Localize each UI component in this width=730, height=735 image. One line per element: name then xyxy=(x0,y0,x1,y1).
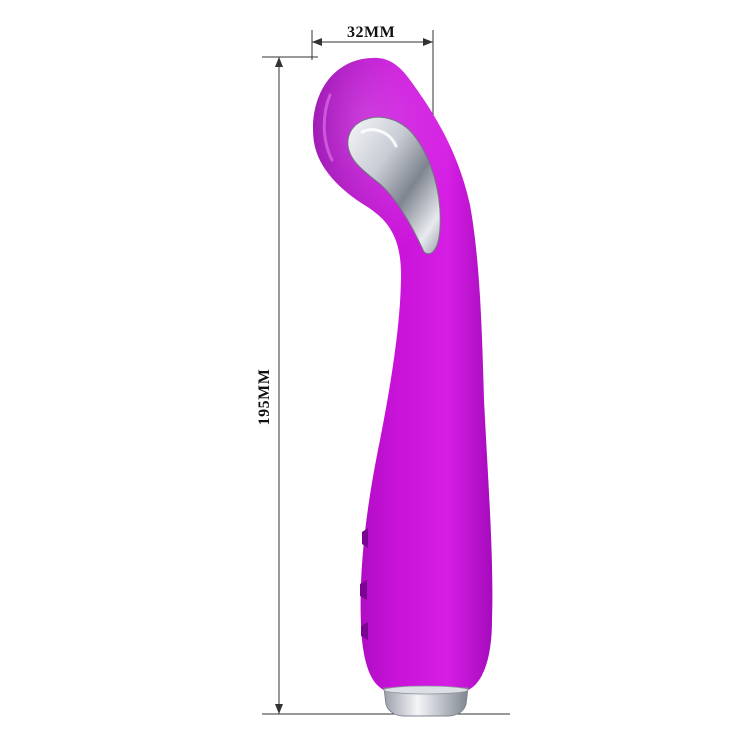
width-arrow-left-icon xyxy=(312,38,322,46)
control-buttons xyxy=(360,528,368,640)
control-button-3 xyxy=(361,622,368,640)
chrome-inlay xyxy=(347,116,441,255)
width-dimension-label: 32MM xyxy=(347,24,396,41)
control-button-2 xyxy=(360,580,367,600)
height-dimension-label: 195MM xyxy=(256,368,273,426)
chrome-base xyxy=(383,685,469,717)
width-arrow-right-icon xyxy=(423,38,433,46)
height-dimension xyxy=(262,56,510,715)
width-dimension xyxy=(311,30,434,130)
control-button-1 xyxy=(362,528,368,548)
height-arrow-bottom-icon xyxy=(275,704,283,714)
height-arrow-top-icon xyxy=(275,57,283,67)
